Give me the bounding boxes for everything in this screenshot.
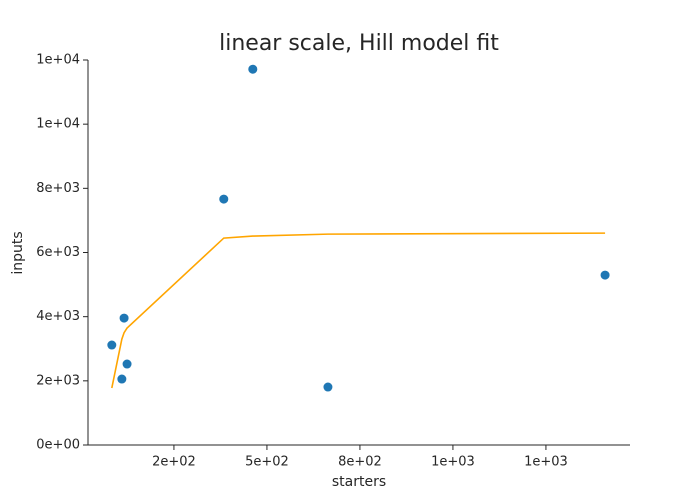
data-point [323,382,333,392]
x-tick-label: 2e+02 [152,455,196,470]
data-point [119,313,129,323]
data-point [122,359,132,369]
x-axis-label: starters [332,474,386,490]
x-tick-label: 8e+02 [338,455,382,470]
y-tick-label: 4e+03 [36,309,80,324]
y-tick-label: 0e+00 [36,438,80,453]
y-tick-label: 8e+03 [36,181,80,196]
y-tick-label: 2e+03 [36,373,80,388]
data-point [600,270,610,280]
y-tick-label: 1e+04 [36,117,80,132]
x-tick-label: 1e+03 [524,455,568,470]
y-axis-label: inputs [10,231,26,274]
data-point [107,340,117,350]
x-tick-label: 1e+03 [431,455,475,470]
data-point [248,64,258,74]
y-tick-label: 1e+04 [36,53,80,68]
y-tick-label: 6e+03 [36,245,80,260]
x-tick-label: 5e+02 [245,455,289,470]
chart-title: linear scale, Hill model fit [219,31,499,56]
data-point [117,374,127,384]
fit-line [111,232,606,389]
data-point [219,194,229,204]
